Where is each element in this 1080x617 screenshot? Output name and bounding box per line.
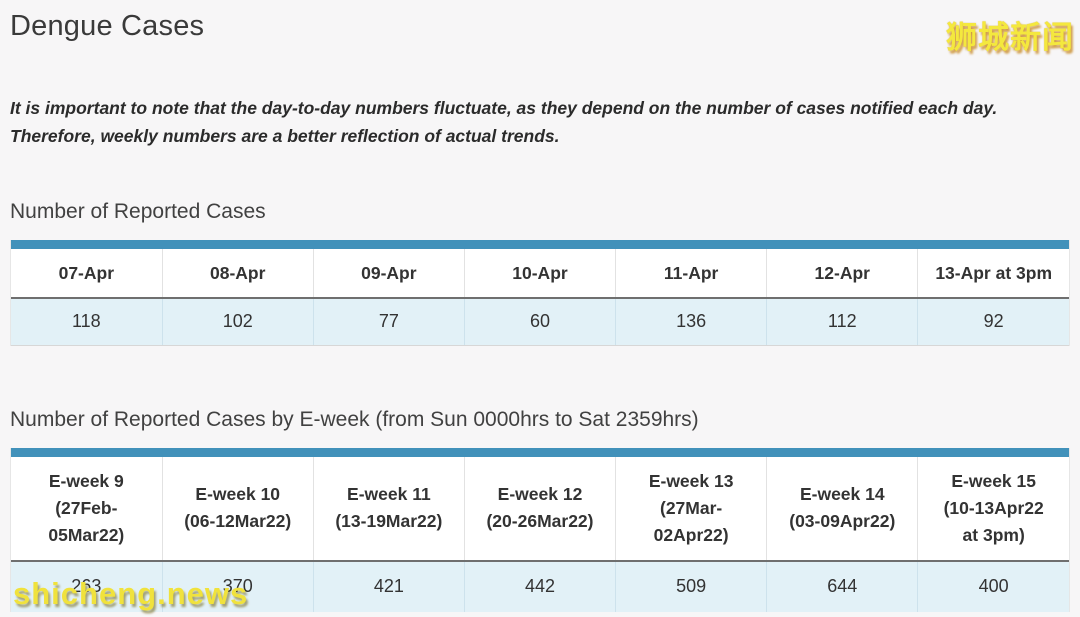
weekly-col-header: E-week 13 (27Mar- 02Apr22) xyxy=(615,456,768,562)
daily-col-header: 08-Apr xyxy=(162,249,314,299)
daily-value-cell: 136 xyxy=(615,298,768,346)
daily-value-cell: 118 xyxy=(11,298,163,346)
daily-cases-table: 07-Apr 08-Apr 09-Apr 10-Apr 11-Apr 12-Ap… xyxy=(11,249,1069,346)
daily-col-header: 09-Apr xyxy=(313,249,465,299)
daily-value-cell: 60 xyxy=(464,298,617,346)
daily-col-header: 10-Apr xyxy=(464,249,617,299)
weekly-value-cell: 370 xyxy=(162,560,314,612)
weekly-value-cell: 509 xyxy=(615,560,768,612)
daily-col-header: 07-Apr xyxy=(11,249,163,299)
weekly-cases-table: E-week 9 (27Feb- 05Mar22) E-week 10 (06-… xyxy=(11,456,1069,612)
page-title: Dengue Cases xyxy=(10,10,205,42)
daily-col-header: 13-Apr at 3pm xyxy=(917,249,1069,299)
weekly-table-heading: Number of Reported Cases by E-week (from… xyxy=(10,407,699,431)
page: Dengue Cases It is important to note tha… xyxy=(10,0,1070,612)
weekly-col-header: E-week 9 (27Feb- 05Mar22) xyxy=(11,456,163,562)
weekly-value-cell: 421 xyxy=(313,560,465,612)
weekly-col-header: E-week 15 (10-13Apr22 at 3pm) xyxy=(917,456,1069,562)
daily-header-row: 07-Apr 08-Apr 09-Apr 10-Apr 11-Apr 12-Ap… xyxy=(11,249,1069,299)
intro-note: It is important to note that the day-to-… xyxy=(10,98,998,146)
weekly-value-cell: 644 xyxy=(766,560,919,612)
weekly-value-cell: 442 xyxy=(464,560,617,612)
daily-table-heading: Number of Reported Cases xyxy=(10,200,266,223)
weekly-col-header: E-week 14 (03-09Apr22) xyxy=(766,456,919,562)
weekly-values-row: 263 370 421 442 509 644 400 xyxy=(11,560,1069,612)
weekly-col-header: E-week 10 (06-12Mar22) xyxy=(162,456,314,562)
daily-value-cell: 102 xyxy=(162,298,314,346)
weekly-col-header: E-week 11 (13-19Mar22) xyxy=(313,456,465,562)
weekly-value-cell: 263 xyxy=(11,560,163,612)
weekly-cases-table-wrap: E-week 9 (27Feb- 05Mar22) E-week 10 (06-… xyxy=(10,447,1070,612)
daily-col-header: 12-Apr xyxy=(766,249,919,299)
weekly-value-cell: 400 xyxy=(917,560,1069,612)
daily-cases-table-wrap: 07-Apr 08-Apr 09-Apr 10-Apr 11-Apr 12-Ap… xyxy=(10,240,1070,346)
weekly-col-header: E-week 12 (20-26Mar22) xyxy=(464,456,617,562)
daily-values-row: 118 102 77 60 136 112 92 xyxy=(11,298,1069,346)
weekly-header-row: E-week 9 (27Feb- 05Mar22) E-week 10 (06-… xyxy=(11,456,1069,562)
table-accent-bar xyxy=(11,447,1069,457)
daily-value-cell: 92 xyxy=(917,298,1069,346)
daily-value-cell: 112 xyxy=(766,298,919,346)
daily-col-header: 11-Apr xyxy=(615,249,768,299)
table-accent-bar xyxy=(11,240,1069,249)
daily-value-cell: 77 xyxy=(313,298,465,346)
